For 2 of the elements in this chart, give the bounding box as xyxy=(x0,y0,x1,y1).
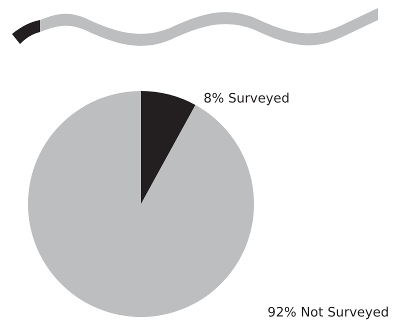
slice-label: 92% Not Surveyed xyxy=(268,305,389,320)
slice-label: 8% Surveyed xyxy=(203,91,290,106)
